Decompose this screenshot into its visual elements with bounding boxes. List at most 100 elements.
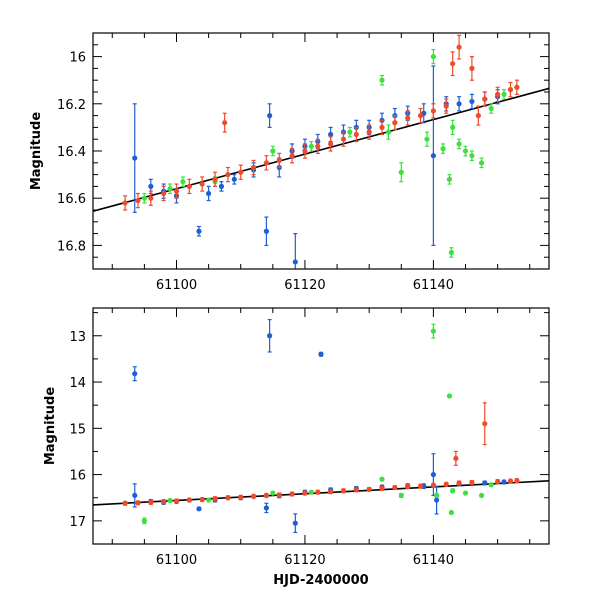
red-marker — [315, 489, 321, 495]
blue-marker — [218, 183, 225, 189]
green-marker — [398, 492, 404, 499]
green-data-point — [488, 103, 494, 114]
green-marker — [379, 476, 385, 482]
blue-data-point — [292, 513, 298, 534]
red-marker — [514, 84, 520, 90]
green-marker — [488, 482, 494, 488]
red-marker — [379, 485, 385, 492]
green-marker — [446, 176, 453, 182]
red-data-point — [302, 143, 308, 159]
red-marker — [122, 200, 128, 206]
red-data-point — [148, 499, 154, 505]
red-data-point — [315, 489, 321, 495]
red-data-point — [199, 176, 205, 192]
red-data-point — [366, 486, 372, 492]
red-marker — [212, 496, 218, 502]
red-data-point — [135, 192, 141, 209]
red-data-point — [173, 183, 180, 199]
red-marker — [315, 143, 321, 149]
blue-data-point — [421, 103, 427, 124]
blue-data-point — [132, 366, 138, 382]
blue-data-point — [267, 318, 273, 353]
red-marker — [186, 183, 192, 189]
red-marker — [430, 108, 436, 114]
blue-marker — [328, 131, 334, 138]
red-data-point — [405, 110, 411, 126]
green-marker — [308, 143, 314, 149]
red-data-point — [263, 155, 270, 171]
bottom-ticks: 61100 61120 61140 13 14 15 16 17 — [69, 308, 549, 568]
green-data-point — [450, 488, 456, 494]
red-data-point — [276, 152, 282, 169]
green-marker — [488, 105, 494, 112]
green-marker — [462, 490, 469, 496]
red-data-point — [443, 481, 449, 487]
green-marker — [347, 129, 353, 135]
red-data-point — [453, 450, 459, 466]
y-tick-label: 14 — [69, 376, 86, 391]
green-data-point — [398, 492, 404, 499]
red-marker — [379, 124, 385, 130]
green-data-point — [379, 74, 385, 86]
red-marker — [456, 480, 462, 486]
red-marker — [340, 488, 347, 494]
blue-data-point — [456, 96, 462, 112]
y-tick-label: 16.8 — [57, 239, 86, 254]
blue-marker — [263, 228, 270, 234]
green-marker — [462, 148, 469, 154]
red-marker — [148, 499, 154, 505]
red-marker — [392, 484, 398, 491]
red-marker — [366, 129, 372, 135]
red-data-point — [148, 190, 154, 206]
green-marker — [141, 518, 147, 524]
red-marker — [135, 197, 141, 204]
red-data-point — [366, 124, 372, 140]
red-marker — [276, 157, 282, 164]
red-marker — [495, 478, 501, 485]
red-marker — [173, 498, 180, 504]
x-tick-label: 61100 — [156, 553, 197, 568]
blue-marker — [196, 228, 202, 234]
red-data-point — [276, 492, 282, 498]
red-marker — [238, 494, 244, 500]
red-data-point — [514, 478, 520, 484]
green-data-point — [462, 490, 469, 496]
green-data-point — [180, 176, 186, 187]
red-marker — [456, 44, 462, 50]
green-marker — [448, 509, 454, 516]
green-marker — [180, 179, 186, 185]
blue-data-point — [430, 453, 436, 497]
blue-marker — [430, 471, 436, 478]
red-data-point — [263, 492, 270, 499]
red-data-point — [507, 478, 514, 484]
red-data-point — [392, 484, 398, 491]
red-marker — [199, 496, 205, 503]
green-data-point — [446, 174, 453, 185]
red-marker — [222, 120, 228, 126]
red-marker — [148, 195, 154, 201]
green-data-point — [469, 150, 475, 162]
blue-data-point — [292, 233, 298, 269]
red-data-point — [456, 34, 462, 60]
y-tick-label: 16.2 — [57, 98, 86, 113]
red-marker — [405, 484, 411, 490]
red-data-point — [173, 498, 180, 504]
green-data-point — [448, 247, 454, 258]
red-data-point — [417, 107, 424, 124]
green-marker — [440, 146, 446, 152]
red-marker — [405, 115, 411, 121]
red-data-point — [514, 79, 520, 95]
red-data-point — [250, 159, 257, 176]
blue-data-point — [231, 174, 237, 185]
blue-data-point — [318, 351, 324, 357]
top-plot-marks — [93, 34, 549, 269]
green-data-point — [270, 490, 276, 496]
blue-data-point — [501, 479, 507, 485]
red-data-point — [186, 497, 192, 503]
green-data-point — [478, 492, 485, 499]
red-data-point — [122, 195, 128, 211]
y-tick-label: 16 — [69, 469, 86, 484]
red-data-point — [212, 171, 218, 187]
green-marker — [434, 492, 440, 499]
